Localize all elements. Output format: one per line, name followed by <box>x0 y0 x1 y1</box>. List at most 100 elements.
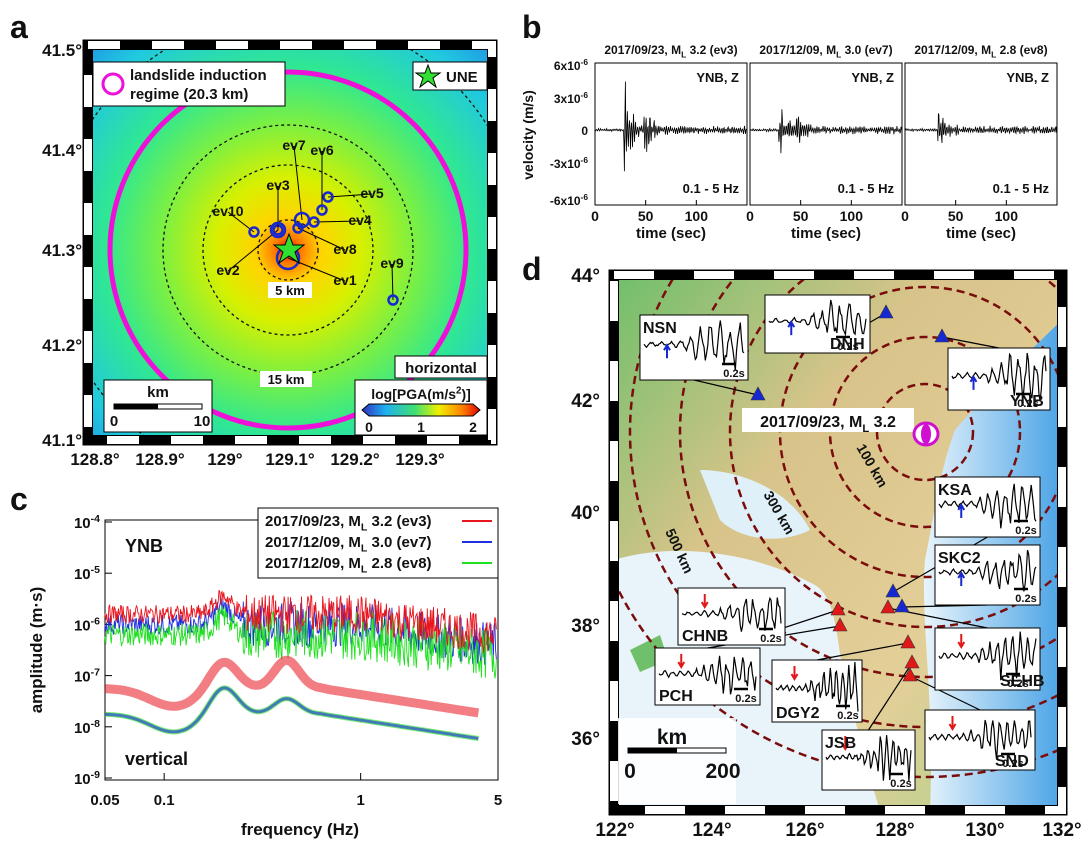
waveform <box>749 109 903 154</box>
y-tick-label: 10-8 <box>74 718 100 737</box>
y-tick-label: -6x10-6 <box>550 192 588 208</box>
onset-arrow <box>787 320 796 336</box>
label-part: 3.0 (ev7) <box>367 534 431 551</box>
label-part: 3x10 <box>554 92 581 106</box>
trace-frame <box>749 62 903 206</box>
station-name: CHNB <box>682 628 728 645</box>
y-tick-label: 10-7 <box>74 667 100 686</box>
onset-arrow <box>957 503 966 518</box>
y-tick-label: -3x10-6 <box>550 155 588 171</box>
station-name: UNE <box>446 69 478 86</box>
label-part: 10 <box>74 566 91 583</box>
band-label: 0.1 - 5 Hz <box>683 181 740 196</box>
model-curve <box>104 655 480 718</box>
event-label: ev7 <box>282 137 306 153</box>
onset-arrow <box>700 594 709 609</box>
time-scale-label: 0.2s <box>760 633 781 645</box>
waveform <box>658 655 757 695</box>
lon-tick-label: 124° <box>692 820 731 841</box>
scale-tick: 10 <box>194 413 211 430</box>
label-part: L <box>361 543 368 555</box>
label-part: 10 <box>74 771 91 788</box>
une-star <box>272 232 306 265</box>
label-part: 2017/12/09, M <box>265 555 361 572</box>
label-part: 3.2 (ev3) <box>367 513 431 530</box>
y-axis-title: amplitude (m·s) <box>27 587 46 714</box>
waveform <box>928 719 1032 760</box>
panel-letter: a <box>10 9 28 45</box>
onset-arrow <box>790 666 799 681</box>
x-tick-label: 50 <box>638 208 654 224</box>
legend-box <box>257 507 499 579</box>
label-part: L <box>836 50 841 60</box>
time-scale-label: 0.2s <box>837 341 858 353</box>
distance-ring <box>728 275 1062 629</box>
waveform <box>938 483 1037 529</box>
station-triangle <box>900 634 916 649</box>
ring-label: 15 km <box>268 372 305 387</box>
lon-tick-label: 128.8° <box>70 450 120 469</box>
leader <box>297 227 346 251</box>
label-part: -9 <box>91 769 100 781</box>
label-part: L <box>991 50 996 60</box>
leader <box>867 662 913 731</box>
station-triangle <box>902 667 918 682</box>
station-name: DNH <box>830 336 865 353</box>
lat-tick-label: 42° <box>571 391 600 412</box>
lat-tick-label: 41.2° <box>42 336 82 355</box>
distance-ring <box>678 275 1062 679</box>
waveform <box>681 596 782 632</box>
map-overlay <box>88 45 492 440</box>
panel-letter: c <box>10 481 28 517</box>
label-part: -3x10 <box>550 157 581 171</box>
event-marker <box>248 226 260 238</box>
scale-bg <box>618 718 736 804</box>
trace-frame <box>904 62 1058 206</box>
leader <box>227 229 279 272</box>
onset-arrow <box>957 571 966 586</box>
waveform-inset <box>821 729 916 791</box>
lon-tick-label: 128.9° <box>135 450 185 469</box>
note-label: vertical <box>125 749 188 769</box>
leader <box>327 193 373 198</box>
event-label-bg <box>742 408 914 432</box>
distance-ring <box>828 335 1022 529</box>
map-frame <box>82 39 498 446</box>
ring-label: 5 km <box>275 283 305 298</box>
distance-ring <box>257 219 319 281</box>
lat-tick-label: 41.5° <box>42 41 82 60</box>
station-triangle <box>830 601 846 616</box>
label-part: 3.2 <box>869 414 896 431</box>
distance-ring <box>162 124 414 376</box>
leader <box>391 263 394 301</box>
event-label: ev5 <box>360 185 384 201</box>
event-label: ev8 <box>333 241 357 257</box>
time-scale-label: 0.2s <box>1017 398 1038 410</box>
x-axis-title: frequency (Hz) <box>241 820 359 839</box>
x-tick-label: 0 <box>746 208 754 224</box>
label-part: -4 <box>91 513 100 525</box>
band-label: 0.1 - 5 Hz <box>838 181 895 196</box>
waveform <box>643 320 745 371</box>
event-label: ev10 <box>212 203 243 219</box>
label-part: 2017/09/23, M <box>760 414 862 431</box>
spectrum <box>104 589 497 653</box>
lat-tick-label: 41.3° <box>42 241 82 260</box>
y-tick-label: 3x10-6 <box>554 90 588 106</box>
x-tick-label: 0 <box>591 208 599 224</box>
y-tick-label: 6x10-6 <box>554 57 588 73</box>
lat-tick-label: 40° <box>571 503 600 524</box>
label-part: 2017/09/23, M <box>265 513 361 530</box>
colorbar-tick: 2 <box>469 419 477 435</box>
label-part: -6 <box>581 192 589 202</box>
legend-text: landslide induction <box>130 67 267 84</box>
spectrum <box>104 605 497 679</box>
y-tick-label: 10-6 <box>74 615 100 634</box>
trace-title: 2017/12/09, ML 2.8 (ev8) <box>914 43 1047 60</box>
lat-tick-label: 41.1° <box>42 431 82 450</box>
leader <box>909 675 981 711</box>
station-name: YNB <box>1010 393 1044 410</box>
x-axis-title: time (sec) <box>791 225 861 242</box>
station-triangle <box>934 328 950 343</box>
station-name: DGY2 <box>776 705 820 722</box>
